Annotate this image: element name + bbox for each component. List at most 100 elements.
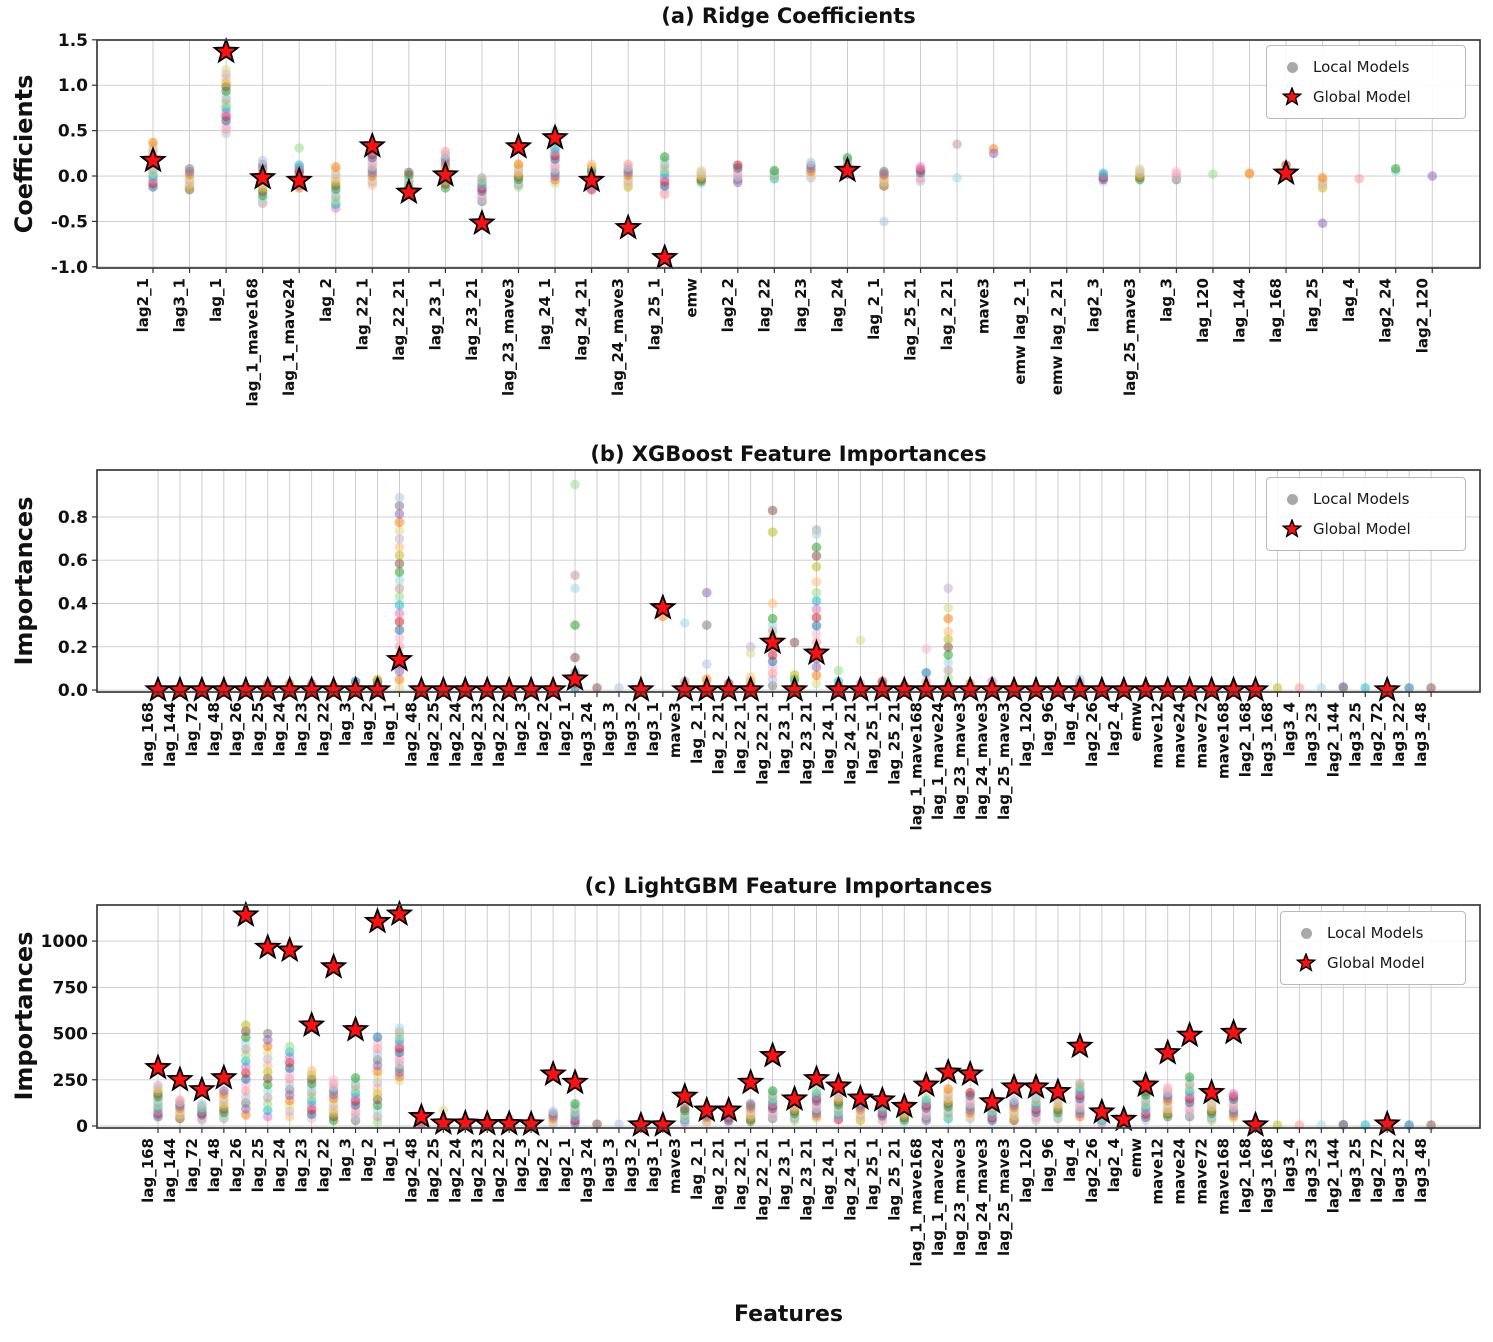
- local-model-point: [175, 1095, 185, 1105]
- x-tick-label: lag_25_mave3: [995, 702, 1013, 820]
- x-tick-label: lag_2_1: [688, 1138, 706, 1200]
- x-tick-label: lag3_23: [1302, 702, 1320, 767]
- x-tick-label: lag2_1: [556, 1138, 574, 1192]
- local-model-point: [350, 1073, 361, 1083]
- legend-item-local: Local Models: [1271, 52, 1461, 82]
- x-tick-label: lag_25_21: [885, 1138, 903, 1221]
- x-tick-label: lag_168: [139, 702, 157, 767]
- local-model-point: [879, 216, 889, 227]
- local-model-point: [1208, 169, 1218, 180]
- local-model-point: [767, 527, 778, 537]
- local-model-point: [328, 1074, 339, 1085]
- local-model-point: [394, 616, 405, 627]
- panel-c-title: (c) LightGBM Feature Importances: [584, 874, 993, 898]
- x-tick-label: lag_144: [161, 1138, 179, 1203]
- local-model-point: [394, 575, 405, 586]
- x-tick-label: lag_25: [1304, 278, 1322, 332]
- local-model-point: [1098, 168, 1109, 179]
- x-tick-label: lag_22_21: [754, 702, 772, 785]
- x-tick-label: lag_26: [227, 1138, 245, 1192]
- x-tick-label: lag_23: [792, 278, 810, 332]
- x-tick-label: lag_24_1: [819, 702, 837, 774]
- local-model-point: [811, 670, 822, 681]
- local-model-point: [943, 650, 953, 660]
- x-tick-label: lag2_26: [1083, 1138, 1101, 1203]
- local-model-point: [659, 152, 670, 162]
- local-model-point: [988, 148, 999, 159]
- local-models-dot-icon: [1285, 927, 1327, 939]
- local-model-point: [943, 642, 953, 652]
- x-tick-label: lag_1_mave24: [929, 1138, 947, 1256]
- x-tick-label: emw lag_2_1: [1011, 278, 1029, 385]
- local-model-point: [394, 583, 405, 594]
- axes-frame: [96, 469, 1481, 693]
- x-tick-label: lag_3: [337, 1138, 355, 1182]
- x-tick-label: lag2_23: [468, 702, 486, 767]
- local-model-point: [550, 143, 560, 154]
- x-tick-label: lag2_48: [402, 702, 420, 767]
- local-model-point: [767, 613, 778, 624]
- x-tick-label: lag_2_21: [710, 1138, 728, 1210]
- local-model-point: [943, 613, 953, 624]
- x-tick-label: lag2_4: [1105, 1138, 1123, 1192]
- legend-label-local: Local Models: [1313, 490, 1410, 508]
- x-tick-label: lag_1_mave168: [244, 278, 262, 406]
- local-model-point: [570, 652, 580, 663]
- x-tick-label: lag2_24: [446, 1138, 464, 1203]
- x-tick-label: lag_24: [828, 278, 846, 332]
- x-tick-label: lag2_1: [556, 702, 574, 756]
- local-model-point: [570, 479, 580, 490]
- global-model-star-icon: [1285, 953, 1327, 973]
- x-tick-label: lag_23_mave3: [951, 1138, 969, 1256]
- x-tick-label: lag3_24: [578, 702, 596, 767]
- global-model-star: [1219, 1018, 1248, 1045]
- local-model-point: [1075, 1078, 1085, 1089]
- x-tick-label: lag_2_1: [865, 278, 883, 340]
- x-tick-label: lag_1_mave168: [907, 1138, 925, 1266]
- local-model-point: [394, 600, 405, 610]
- local-model-point: [811, 629, 822, 639]
- global-model-star: [504, 132, 533, 159]
- x-tick-label: lag3_22: [1390, 702, 1408, 767]
- global-model-star: [539, 1059, 567, 1087]
- x-tick-label: emw: [1127, 1138, 1145, 1178]
- local-model-point: [394, 517, 405, 528]
- x-tick-label: lag_3: [1157, 278, 1175, 322]
- global-model-star: [319, 952, 348, 979]
- local-model-point: [680, 1103, 690, 1114]
- x-tick-label: mave3: [666, 702, 684, 758]
- local-model-point: [767, 505, 778, 516]
- global-model-star: [166, 1065, 194, 1092]
- local-model-point: [592, 683, 602, 693]
- local-model-point: [811, 678, 822, 689]
- local-model-point: [513, 159, 524, 170]
- legend-label-local: Local Models: [1327, 924, 1424, 942]
- local-model-point: [1316, 683, 1327, 693]
- y-tick-label: 0.5: [58, 122, 88, 142]
- local-model-point: [811, 604, 822, 615]
- local-model-point: [1244, 168, 1255, 179]
- local-model-point: [548, 1106, 558, 1117]
- local-model-point: [404, 167, 414, 178]
- local-model-point: [1338, 683, 1349, 693]
- x-tick-label: mave24: [1171, 1138, 1189, 1205]
- x-tick-label: lag2_168: [1237, 702, 1255, 777]
- local-model-point: [477, 173, 487, 183]
- x-tick-label: lag_25_mave3: [1121, 278, 1139, 396]
- local-model-point: [1317, 173, 1328, 183]
- panel-b-title: (b) XGBoost Feature Importances: [590, 442, 987, 466]
- global-model-star: [692, 1095, 721, 1123]
- x-tick-label: lag_26: [227, 702, 245, 756]
- global-model-star: [385, 645, 414, 672]
- global-model-star: [758, 1041, 787, 1068]
- local-models-dot-icon: [1271, 61, 1313, 73]
- local-model-point: [1228, 1088, 1239, 1099]
- local-model-point: [855, 635, 866, 646]
- global-model-star: [407, 1102, 436, 1129]
- x-tick-label: lag_23_mave3: [500, 278, 518, 396]
- x-tick-label: lag3_48: [1412, 702, 1430, 767]
- x-tick-label: lag_1_mave168: [907, 702, 925, 830]
- local-model-point: [1426, 683, 1436, 693]
- local-model-point: [943, 665, 953, 676]
- local-model-point: [789, 670, 800, 680]
